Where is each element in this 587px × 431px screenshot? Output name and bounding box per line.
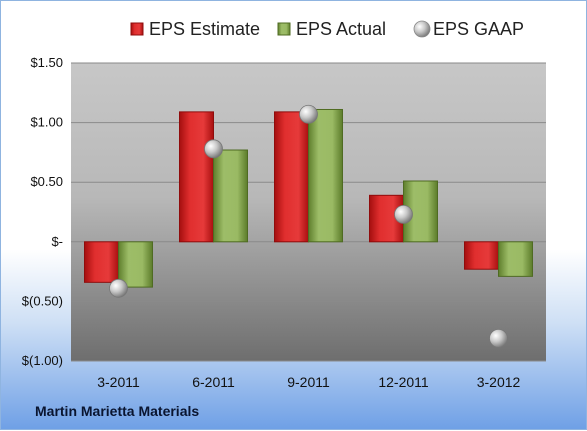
legend-label-eps-gaap: EPS GAAP	[433, 19, 524, 39]
x-category-label: 3-2012	[477, 374, 521, 390]
eps-estimate-bar	[84, 241, 119, 283]
eps-actual-bar	[213, 149, 248, 243]
eps-estimate-bar	[179, 111, 214, 243]
eps-actual-bar	[498, 241, 533, 277]
legend-swatch-eps-estimate	[130, 22, 144, 36]
eps-gaap-marker	[489, 328, 508, 348]
eps-actual-bar	[118, 241, 153, 288]
legend: EPS Estimate EPS Actual EPS GAAP	[130, 19, 524, 39]
y-tick-label: $-	[51, 234, 63, 249]
y-tick-label: $0.50	[30, 174, 63, 189]
eps-estimate-bar	[464, 241, 499, 270]
legend-swatch-eps-actual	[277, 22, 291, 36]
eps-gaap-marker	[109, 278, 128, 298]
x-category-label: 3-2011	[97, 374, 140, 390]
legend-label-eps-estimate: EPS Estimate	[149, 19, 260, 39]
eps-actual-bar	[308, 108, 343, 243]
y-tick-label: $1.50	[30, 55, 63, 70]
x-category-label: 9-2011	[287, 374, 330, 390]
eps-estimate-bar	[274, 111, 309, 243]
x-category-label: 12-2011	[378, 374, 429, 390]
x-category-label: 6-2011	[192, 374, 235, 390]
company-name: Martin Marietta Materials	[35, 403, 200, 419]
eps-gaap-marker	[394, 204, 413, 224]
y-tick-label: $(1.00)	[22, 353, 63, 368]
legend-label-eps-actual: EPS Actual	[296, 19, 386, 39]
y-tick-label: $(0.50)	[22, 293, 63, 308]
eps-gaap-marker	[204, 139, 223, 159]
y-tick-label: $1.00	[30, 115, 63, 130]
eps-gaap-marker	[299, 104, 318, 124]
legend-swatch-eps-gaap	[413, 20, 431, 38]
plot-area: $1.50 $1.00 $0.50 $- $(0.50) $(1.00) 3-2011 6-2…	[22, 55, 546, 390]
